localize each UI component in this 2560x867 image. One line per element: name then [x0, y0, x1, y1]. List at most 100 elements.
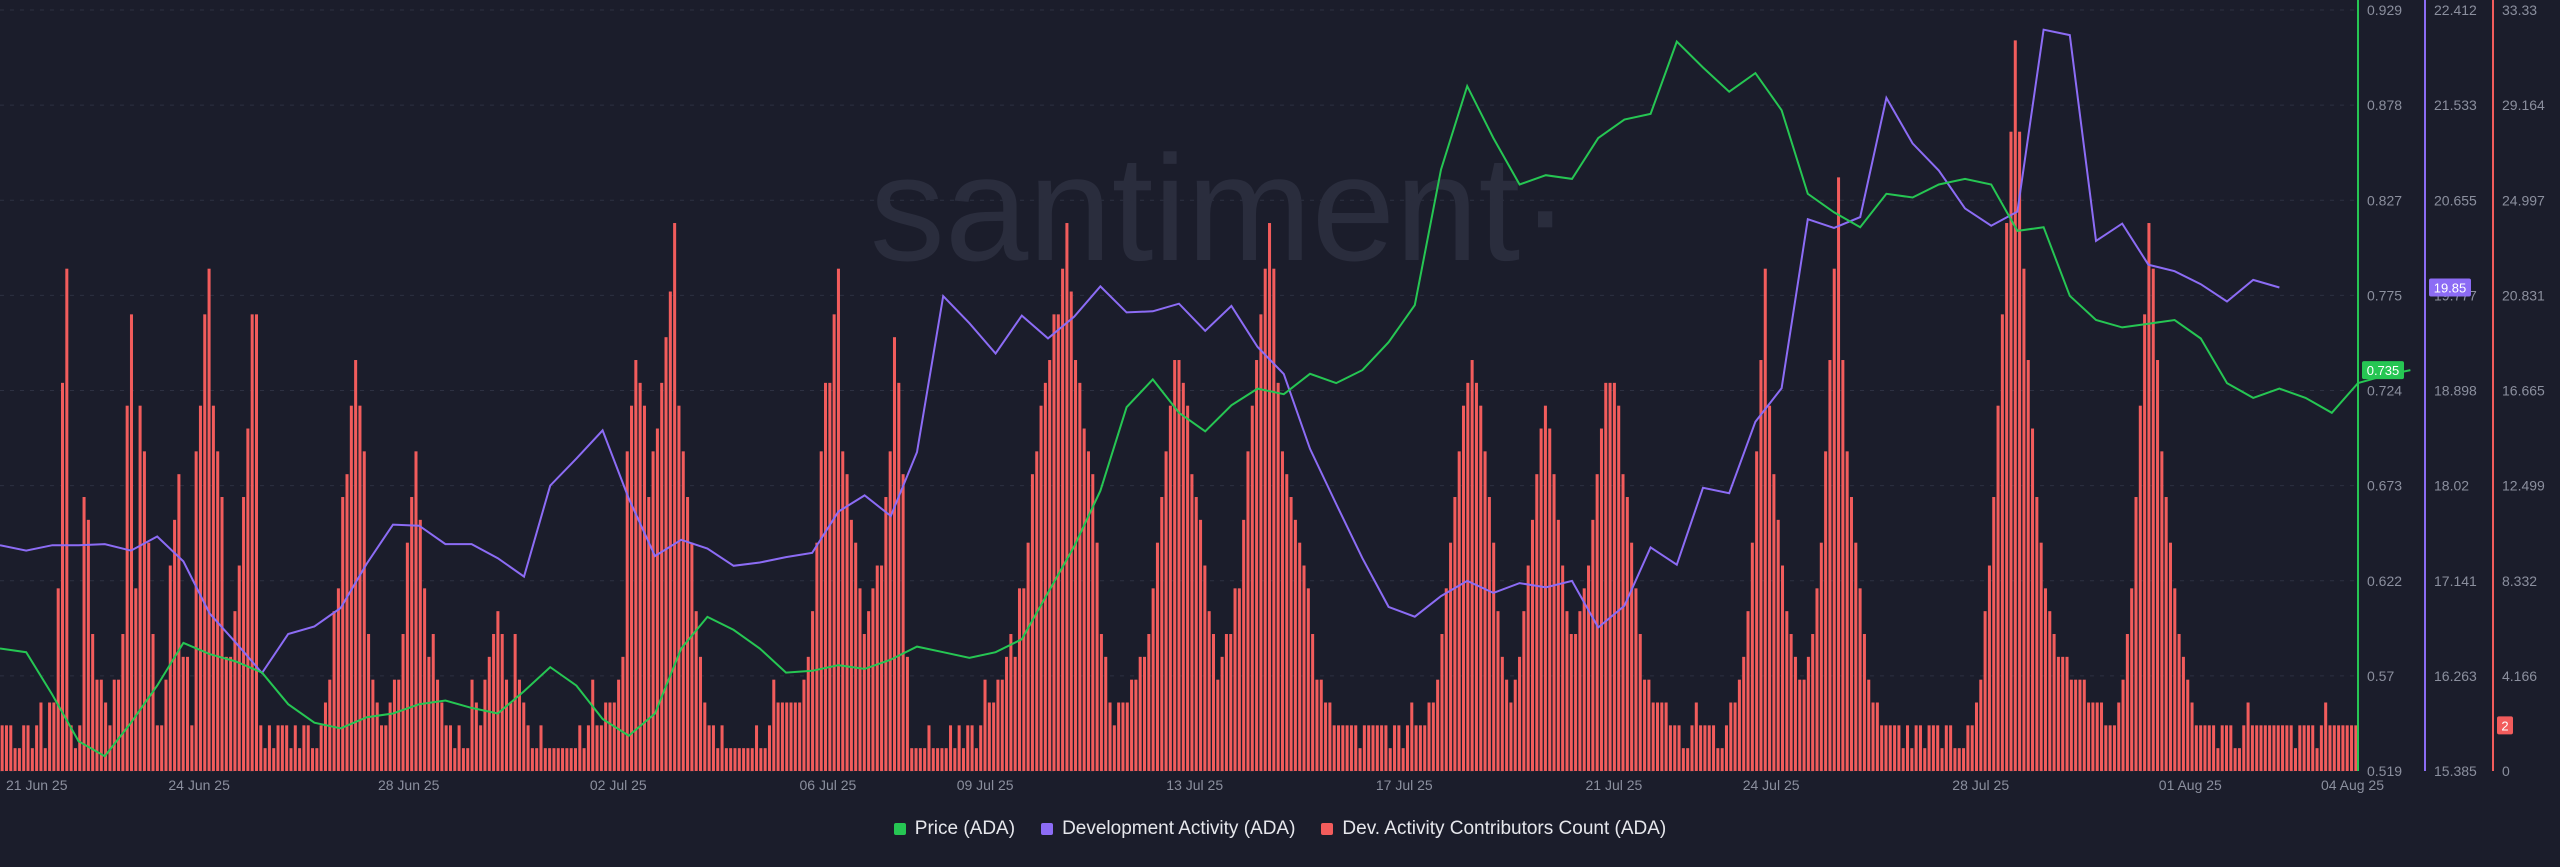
contributors-bar	[1871, 702, 1875, 771]
contributors-bar	[1556, 519, 1560, 771]
contributors-bar	[1815, 588, 1819, 771]
legend-label-dev-activity: Development Activity (ADA)	[1062, 818, 1296, 839]
contributors-bar	[1112, 725, 1116, 771]
contributors-bar	[604, 702, 608, 771]
contributors-bar	[2298, 725, 2302, 771]
contributors-bar	[30, 748, 34, 771]
contributors-bar	[91, 634, 95, 771]
contributors-bar	[1108, 702, 1112, 771]
contributors-bar	[2112, 725, 2116, 771]
contributors-bar	[776, 702, 780, 771]
contributors-bar	[1845, 451, 1849, 771]
contributors-bar	[2082, 679, 2086, 771]
contributors-bar	[595, 725, 599, 771]
contributors-bar	[1625, 497, 1629, 771]
legend-item-contributors[interactable]: Dev. Activity Contributors Count (ADA)	[1321, 818, 1666, 840]
dev-activity-tick-label: 18.898	[2434, 383, 2477, 399]
contributors-bar	[2181, 656, 2185, 771]
contributors-bar	[763, 748, 767, 771]
contributors-bar	[323, 702, 327, 771]
contributors-bar	[1250, 405, 1254, 771]
contributors-bar	[923, 748, 927, 771]
contributors-bar	[1712, 725, 1716, 771]
contributors-bar	[78, 725, 82, 771]
x-tick-label: 21 Jun 25	[6, 777, 68, 793]
contributors-bar	[1099, 634, 1103, 771]
contributors-bar	[897, 382, 901, 771]
x-tick-label: 24 Jul 25	[1743, 777, 1800, 793]
contributors-bar	[561, 748, 565, 771]
contributors-bar	[117, 679, 121, 771]
contributors-bar	[759, 748, 763, 771]
contributors-bar	[2255, 725, 2259, 771]
contributors-bar	[621, 656, 625, 771]
contributors-bar	[2100, 702, 2104, 771]
contributors-bar	[1371, 725, 1375, 771]
contributors-bar	[1750, 542, 1754, 771]
contributors-bar	[2272, 725, 2276, 771]
contributors-bar	[599, 725, 603, 771]
contributors-bar	[698, 656, 703, 771]
contributors-bar	[2354, 725, 2358, 771]
contributors-bar	[190, 725, 194, 771]
price-current-badge-bg	[2362, 361, 2404, 380]
contributors-bar	[1173, 360, 1177, 771]
contributors-bar	[1444, 588, 1448, 771]
contributors-bar	[302, 725, 306, 771]
contributors-bar	[824, 382, 828, 771]
contributors-bar	[811, 611, 815, 771]
contributors-bar	[711, 725, 715, 771]
contributors-bar	[1617, 405, 1621, 771]
contributors-bar	[2065, 656, 2069, 771]
contributors-bar	[1026, 542, 1030, 771]
dev-activity-tick-label: 15.385	[2434, 763, 2477, 779]
legend-item-price[interactable]: Price (ADA)	[893, 818, 1015, 840]
contributors-bar	[966, 725, 970, 771]
contributors-bar	[862, 634, 866, 771]
contributors-bar	[1130, 679, 1134, 771]
contributors-bar	[1953, 748, 1957, 771]
contributors-bar	[285, 725, 289, 771]
contributors-bar	[1457, 451, 1461, 771]
contributors-bar	[1979, 679, 1983, 771]
contributors-bar	[1069, 291, 1073, 771]
x-tick-label: 01 Aug 25	[2159, 777, 2222, 793]
contributors-bar	[2022, 268, 2026, 771]
contributors-bar	[1720, 748, 1724, 771]
contributors-bar	[1190, 474, 1194, 771]
contributors-bar	[142, 451, 146, 771]
contributors-bar	[2194, 725, 2198, 771]
contributors-bar	[194, 451, 198, 771]
contributors-bar	[1000, 679, 1004, 771]
contributors-bar	[39, 702, 43, 771]
contributors-bar	[957, 725, 961, 771]
contributors-bar	[871, 588, 875, 771]
contributors-bar	[1462, 405, 1466, 771]
contributors-bar	[1259, 314, 1263, 771]
contributors-bar	[1634, 588, 1638, 771]
contributors-bar	[1535, 474, 1539, 771]
contributors-bar	[2276, 725, 2280, 771]
contributors-bar	[1030, 474, 1034, 771]
contributors-bar	[1496, 611, 1500, 771]
contributors-bar	[138, 405, 142, 771]
contributors-current-badge-bg	[2497, 716, 2513, 735]
contributors-bar	[1781, 565, 1785, 771]
contributors-bar	[1466, 382, 1470, 771]
contributors-bar	[591, 679, 595, 771]
contributors-bar	[354, 360, 358, 771]
contributors-bar	[1151, 588, 1155, 771]
contributors-bar	[405, 542, 409, 771]
contributors-bar	[1798, 679, 1802, 771]
legend-item-dev-activity[interactable]: Development Activity (ADA)	[1041, 818, 1295, 840]
contributors-bar	[2164, 497, 2168, 771]
contributors-bar	[95, 679, 99, 771]
x-tick-label: 17 Jul 25	[1376, 777, 1433, 793]
contributors-tick-label: 33.33	[2502, 2, 2537, 18]
contributors-bar	[1755, 451, 1759, 771]
x-tick-label: 21 Jul 25	[1586, 777, 1643, 793]
contributors-bar	[1599, 428, 1603, 771]
contributors-tick-label: 12.499	[2502, 478, 2545, 494]
contributors-tick-label: 8.332	[2502, 573, 2537, 589]
